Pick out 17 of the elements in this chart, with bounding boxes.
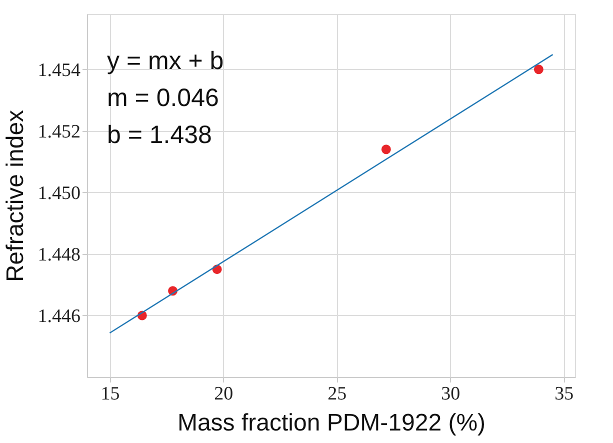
y-tick-label: 1.446	[38, 306, 80, 327]
x-tick-label: 30	[441, 384, 460, 404]
point	[534, 64, 544, 74]
y-tick-label: 1.454	[38, 60, 81, 81]
x-axis-title: Mass fraction PDM-1922 (%)	[177, 410, 486, 436]
annotation: b = 1.438	[107, 121, 212, 149]
x-tick-label: 25	[328, 384, 347, 404]
annotation: y = mx + b	[107, 47, 224, 75]
x-tick-label: 20	[214, 384, 234, 404]
x-tick-label: 35	[554, 384, 574, 404]
y-axis-title: Refractive index	[2, 110, 29, 282]
annotation: m = 0.046	[107, 84, 219, 112]
y-tick-label: 1.452	[38, 121, 80, 142]
point	[381, 144, 391, 154]
x-tick-label: 15	[100, 384, 120, 404]
y-tick-label: 1.450	[38, 182, 80, 204]
y-tick-label: 1.448	[38, 244, 80, 266]
